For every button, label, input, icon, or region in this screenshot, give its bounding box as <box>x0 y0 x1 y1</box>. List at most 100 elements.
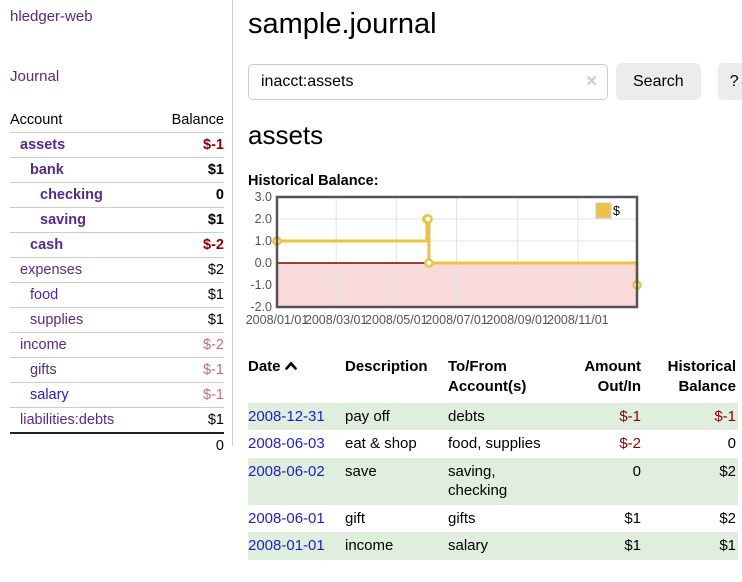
x-tick-label: 2008/07/01 <box>425 313 488 327</box>
y-tick-label: -1.0 <box>250 278 272 292</box>
account-cell: liabilities:debts <box>10 408 152 434</box>
x-tick-label: 2008/01/01 <box>246 313 309 327</box>
total-spacer <box>10 433 152 458</box>
app-brand: hledger-web <box>10 8 224 26</box>
txn-date-link[interactable]: 2008-06-03 <box>248 435 325 452</box>
txn-date-cell: 2008-12-31 <box>248 403 345 431</box>
clear-search-icon[interactable]: ✕ <box>585 72 598 90</box>
account-link-cash[interactable]: cash <box>30 237 64 253</box>
txn-date-cell: 2008-06-02 <box>248 458 345 505</box>
txn-accounts-cell: saving, checking <box>448 462 508 500</box>
account-link-food[interactable]: food <box>30 287 59 303</box>
y-tick-label: 3.0 <box>255 192 272 204</box>
search-input[interactable] <box>248 63 608 100</box>
txn-accounts-cell: food, supplies <box>448 435 541 452</box>
plot-border <box>275 195 639 309</box>
account-heading: assets <box>248 120 324 150</box>
txn-balance-cell: 0 <box>727 435 736 452</box>
txn-date-link[interactable]: 2008-12-31 <box>248 407 325 425</box>
total-balance: 0 <box>215 438 224 454</box>
account-cell: cash <box>10 233 152 258</box>
register-table: Date Description To/From Account(s) Amou… <box>248 354 738 560</box>
search-button[interactable]: Search <box>616 63 701 100</box>
legend-swatch <box>595 202 612 219</box>
account-cell: saving <box>10 208 152 233</box>
chart-title: Historical Balance: <box>248 173 379 189</box>
account-cell: income <box>10 333 152 358</box>
sidebar-item-journal[interactable]: Journal <box>10 68 60 85</box>
account-row-expenses: expenses $2 <box>10 257 224 283</box>
txn-date-link[interactable]: 2008-06-02 <box>248 462 325 480</box>
account-row-food: food $1 <box>10 282 224 308</box>
txn-amount-cell: $1 <box>624 509 641 527</box>
txn-description-cell: pay off <box>345 407 390 425</box>
account-link-income[interactable]: income <box>20 337 67 353</box>
txn-amount-cell: $-2 <box>619 435 641 452</box>
x-tick-label: 2008/03/01 <box>305 313 368 327</box>
txn-description-cell: income <box>345 537 394 554</box>
page-title: sample.journal <box>248 8 437 40</box>
account-row-gifts: gifts $-1 <box>10 357 224 383</box>
account-cell: bank <box>10 158 152 183</box>
account-cell: food <box>10 283 152 308</box>
balance-cell: $-1 <box>203 362 224 378</box>
txn-accounts-cell: gifts <box>448 509 476 527</box>
sidebar-nav: Journal <box>10 68 224 86</box>
account-link-checking[interactable]: checking <box>40 187 103 203</box>
legend-label: $ <box>613 204 620 218</box>
txn-date-cell: 2008-01-01 <box>248 532 345 560</box>
account-cell: salary <box>10 383 152 408</box>
balance-cell: $-1 <box>203 387 224 403</box>
chart-generated: 2008/01/012008/03/012008/05/012008/07/01… <box>246 190 642 327</box>
register-row: 2008-01-01 income salary $1 $1 <box>248 532 738 560</box>
account-cell: assets <box>10 133 152 158</box>
account-cell: supplies <box>10 308 152 333</box>
y-tick-label: -2.0 <box>250 300 272 314</box>
account-link-gifts[interactable]: gifts <box>30 362 57 378</box>
txn-description-cell: save <box>345 462 377 480</box>
account-row-liabilities-debts: liabilities:debts $1 <box>10 407 224 434</box>
accounts-table: Account Balance assets $-1 bank $1 check… <box>10 108 224 458</box>
data-point-marker <box>424 258 434 268</box>
register-row: 2008-06-01 gift gifts $1 $2 <box>248 505 738 533</box>
register-header-row: Date Description To/From Account(s) Amou… <box>248 354 738 403</box>
amount-column-header: Amount Out/In <box>584 358 641 396</box>
account-link-supplies[interactable]: supplies <box>30 312 84 328</box>
accounts-column-header: To/From Account(s) <box>448 358 527 396</box>
register-row: 2008-12-31 pay off debts $-1 $-1 <box>248 402 738 431</box>
main-content: sample.journal ✕ Search ? assets Histori… <box>246 0 742 560</box>
account-link-assets[interactable]: assets <box>20 137 66 153</box>
account-link-salary[interactable]: salary <box>30 387 69 403</box>
help-button[interactable]: ? <box>717 63 742 100</box>
account-cell: gifts <box>10 358 152 383</box>
register-row: 2008-06-03 eat & shop food, supplies $-2… <box>248 430 738 458</box>
balance-cell: $1 <box>207 287 224 303</box>
balance-cell: $1 <box>207 412 224 428</box>
account-link-bank[interactable]: bank <box>30 162 64 178</box>
balance-cell: $-2 <box>203 237 224 253</box>
txn-date-cell: 2008-06-03 <box>248 430 345 458</box>
txn-date-cell: 2008-06-01 <box>248 505 345 533</box>
account-cell: checking <box>10 183 152 208</box>
balance-cell: $-1 <box>203 137 224 153</box>
account-link-expenses[interactable]: expenses <box>20 262 83 278</box>
txn-balance-cell: $1 <box>719 537 736 554</box>
account-column-header: Account <box>10 112 63 128</box>
txn-date-link[interactable]: 2008-06-01 <box>248 509 325 527</box>
x-tick-label: 2008/09/01 <box>486 313 549 327</box>
account-cell: expenses <box>10 258 152 283</box>
account-row-assets: assets $-1 <box>10 132 224 158</box>
balance-cell: $1 <box>207 162 224 178</box>
txn-date-link[interactable]: 2008-01-01 <box>248 537 325 554</box>
balance-cell: 0 <box>215 187 224 203</box>
txn-balance-cell: $2 <box>719 462 736 480</box>
x-tick-label: 2008/11/01 <box>547 313 609 327</box>
account-link-liabilities-debts[interactable]: liabilities:debts <box>20 412 115 428</box>
account-row-saving: saving $1 <box>10 207 224 233</box>
date-column-header[interactable]: Date <box>248 354 345 403</box>
account-row-bank: bank $1 <box>10 157 224 183</box>
x-tick-label: 2008/05/01 <box>365 313 428 327</box>
txn-description-cell: gift <box>345 509 366 527</box>
account-link-saving[interactable]: saving <box>40 212 86 228</box>
brand-link[interactable]: hledger-web <box>10 8 93 25</box>
